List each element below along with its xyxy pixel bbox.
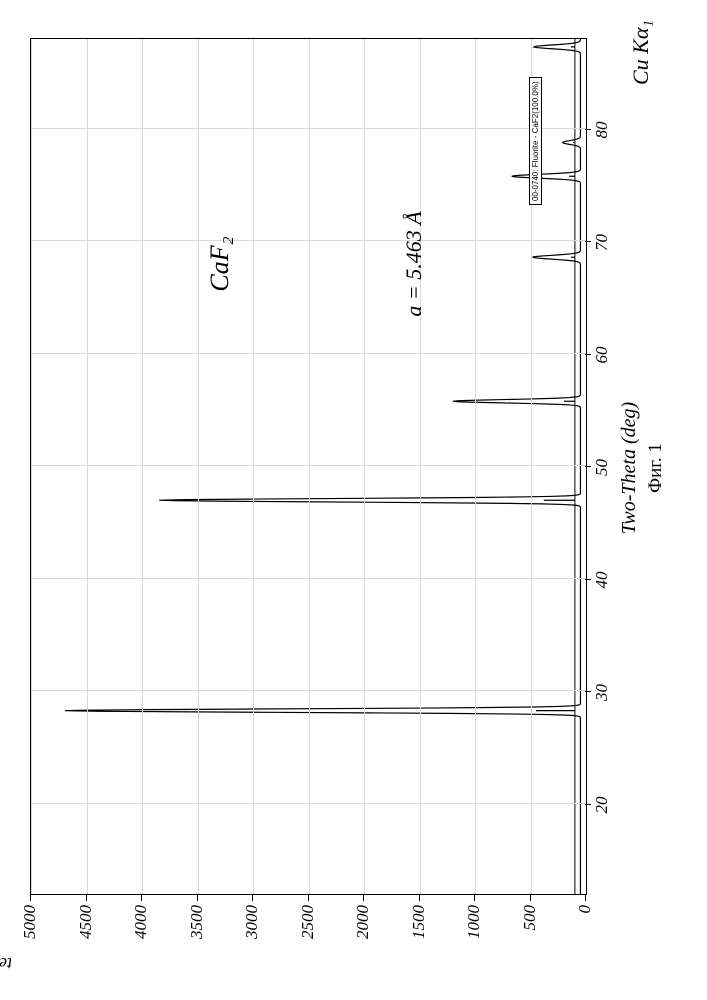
x-tick <box>585 242 591 243</box>
y-tick <box>141 895 142 901</box>
y-tick-label: 5000 <box>20 905 40 965</box>
y-tick <box>363 895 364 901</box>
y-tick <box>585 895 586 901</box>
y-tick-label: 500 <box>520 905 540 965</box>
y-axis-label: tensity (CPS) <box>0 953 12 974</box>
y-tick <box>86 895 87 901</box>
y-tick <box>197 895 198 901</box>
y-tick-label: 3000 <box>242 905 262 965</box>
y-tick-label: 4500 <box>76 905 96 965</box>
x-tick-label: 60 <box>592 347 612 364</box>
grid-line-h <box>253 39 254 894</box>
x-tick <box>585 467 591 468</box>
page-rotated: tensity (CPS) CaF₂a = 5.463 Å Two-Theta … <box>0 293 707 1000</box>
grid-line-h <box>309 39 310 894</box>
y-tick <box>530 895 531 901</box>
y-tick-label: 1000 <box>464 905 484 965</box>
x-tick-label: 80 <box>592 122 612 139</box>
y-tick <box>308 895 309 901</box>
grid-line-h <box>87 39 88 894</box>
x-tick-label: 20 <box>592 797 612 814</box>
plot-area: CaF₂ a = 5.463 Å <box>30 38 587 895</box>
grid-line-h <box>420 39 421 894</box>
xrd-chart: tensity (CPS) CaF₂ a = 5.463 Å Two-Theta … <box>0 0 707 1000</box>
grid-line-h <box>142 39 143 894</box>
y-tick-label: 4000 <box>131 905 151 965</box>
y-tick-label: 3500 <box>187 905 207 965</box>
grid-line-h <box>364 39 365 894</box>
y-tick <box>30 895 31 901</box>
grid-line-h <box>31 39 32 894</box>
x-tick <box>585 804 591 805</box>
x-tick <box>585 129 591 130</box>
y-tick-label: 2500 <box>298 905 318 965</box>
lattice-param-annotation: a = 5.463 Å <box>401 211 427 316</box>
y-tick-label: 2000 <box>353 905 373 965</box>
x-tick-label: 40 <box>592 572 612 589</box>
x-tick-label: 70 <box>592 234 612 251</box>
radiation-label: Cu Kα₁ <box>628 20 654 85</box>
y-tick-label: 0 <box>575 905 595 965</box>
y-tick-label: 1500 <box>409 905 429 965</box>
x-tick <box>585 692 591 693</box>
x-tick <box>585 579 591 580</box>
figure-caption: Фиг. 1 <box>645 443 667 493</box>
y-tick <box>474 895 475 901</box>
reference-pattern-label: 00-0740: Fluorite - CaF2(100.0%) <box>529 77 542 205</box>
y-tick <box>419 895 420 901</box>
x-tick <box>585 354 591 355</box>
grid-line-h <box>198 39 199 894</box>
grid-line-h <box>475 39 476 894</box>
formula-annotation: CaF₂ <box>205 236 235 291</box>
x-tick-label: 30 <box>592 684 612 701</box>
y-tick <box>252 895 253 901</box>
x-axis-label: Two-Theta (deg) <box>618 402 641 534</box>
x-tick-label: 50 <box>592 459 612 476</box>
